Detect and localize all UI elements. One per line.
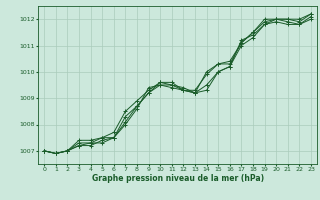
X-axis label: Graphe pression niveau de la mer (hPa): Graphe pression niveau de la mer (hPa) <box>92 174 264 183</box>
